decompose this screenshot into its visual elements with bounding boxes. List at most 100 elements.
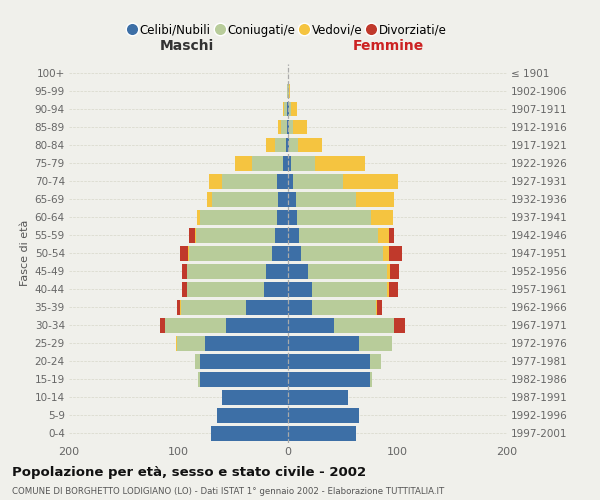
Bar <box>390 264 398 278</box>
Bar <box>195 228 196 242</box>
Bar <box>394 318 405 332</box>
Bar <box>226 318 288 332</box>
Bar <box>291 156 316 170</box>
Bar <box>166 318 226 332</box>
Bar <box>297 210 371 224</box>
Bar <box>179 246 188 260</box>
Bar <box>176 336 178 351</box>
Bar <box>288 264 308 278</box>
Bar <box>293 120 307 134</box>
Bar <box>291 102 297 116</box>
Bar <box>289 102 291 116</box>
Bar <box>209 174 223 188</box>
Bar <box>389 282 398 296</box>
Bar <box>178 336 205 351</box>
Bar <box>284 102 287 116</box>
Bar <box>370 372 373 387</box>
Bar <box>283 156 288 170</box>
Bar <box>211 426 288 441</box>
Bar <box>308 264 386 278</box>
Bar <box>288 102 289 116</box>
Bar <box>301 246 383 260</box>
Bar <box>200 210 277 224</box>
Bar <box>312 282 386 296</box>
Bar <box>275 228 288 242</box>
Bar <box>288 246 301 260</box>
Bar <box>195 354 200 369</box>
Bar <box>288 282 312 296</box>
Bar <box>190 246 272 260</box>
Bar <box>160 318 166 332</box>
Bar <box>288 426 356 441</box>
Bar <box>288 300 312 314</box>
Bar <box>376 300 377 314</box>
Bar <box>296 192 356 206</box>
Bar <box>334 318 394 332</box>
Bar <box>247 300 288 314</box>
Bar <box>200 354 288 369</box>
Bar <box>283 102 284 116</box>
Bar <box>386 264 390 278</box>
Text: Femmine: Femmine <box>353 38 424 52</box>
Y-axis label: Fasce di età: Fasce di età <box>20 220 31 286</box>
Bar <box>275 138 286 152</box>
Bar <box>212 192 278 206</box>
Bar <box>277 210 288 224</box>
Bar <box>178 300 179 314</box>
Bar <box>389 246 402 260</box>
Bar <box>288 192 296 206</box>
Bar <box>182 282 187 296</box>
Bar <box>200 372 288 387</box>
Bar <box>179 300 181 314</box>
Bar <box>378 228 389 242</box>
Bar <box>288 156 291 170</box>
Bar <box>187 282 264 296</box>
Bar <box>288 174 293 188</box>
Bar <box>389 228 394 242</box>
Bar <box>288 318 334 332</box>
Bar <box>288 228 299 242</box>
Bar <box>287 84 288 98</box>
Bar <box>288 210 297 224</box>
Bar <box>343 174 398 188</box>
Bar <box>278 120 281 134</box>
Bar <box>371 210 393 224</box>
Bar <box>288 336 359 351</box>
Bar <box>293 174 343 188</box>
Bar <box>182 264 187 278</box>
Bar <box>288 372 370 387</box>
Bar <box>289 138 298 152</box>
Bar <box>235 156 252 170</box>
Bar <box>288 138 289 152</box>
Bar <box>197 210 200 224</box>
Bar <box>298 138 322 152</box>
Bar <box>356 192 394 206</box>
Bar <box>377 300 382 314</box>
Bar <box>288 390 348 405</box>
Bar <box>266 138 275 152</box>
Bar <box>289 84 290 98</box>
Bar <box>190 228 195 242</box>
Bar <box>312 300 376 314</box>
Bar <box>266 264 288 278</box>
Bar <box>383 246 389 260</box>
Text: Popolazione per età, sesso e stato civile - 2002: Popolazione per età, sesso e stato civil… <box>12 466 366 479</box>
Bar <box>188 246 190 260</box>
Bar <box>359 336 392 351</box>
Bar <box>281 120 287 134</box>
Bar <box>187 264 266 278</box>
Bar <box>288 84 289 98</box>
Text: COMUNE DI BORGHETTO LODIGIANO (LO) - Dati ISTAT 1° gennaio 2002 - Elaborazione T: COMUNE DI BORGHETTO LODIGIANO (LO) - Dat… <box>12 488 444 496</box>
Bar <box>299 228 378 242</box>
Bar <box>288 408 359 423</box>
Bar <box>207 192 212 206</box>
Bar <box>370 354 381 369</box>
Bar <box>272 246 288 260</box>
Bar <box>277 174 288 188</box>
Bar <box>198 372 200 387</box>
Bar <box>217 408 288 423</box>
Bar <box>288 120 289 134</box>
Bar <box>386 282 389 296</box>
Bar <box>288 354 370 369</box>
Bar <box>196 228 275 242</box>
